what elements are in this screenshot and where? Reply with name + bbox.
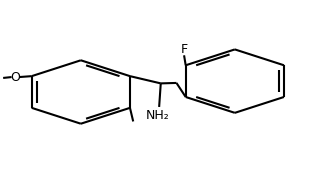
Text: O: O xyxy=(10,70,20,84)
Text: F: F xyxy=(181,43,188,56)
Text: NH₂: NH₂ xyxy=(146,109,169,122)
